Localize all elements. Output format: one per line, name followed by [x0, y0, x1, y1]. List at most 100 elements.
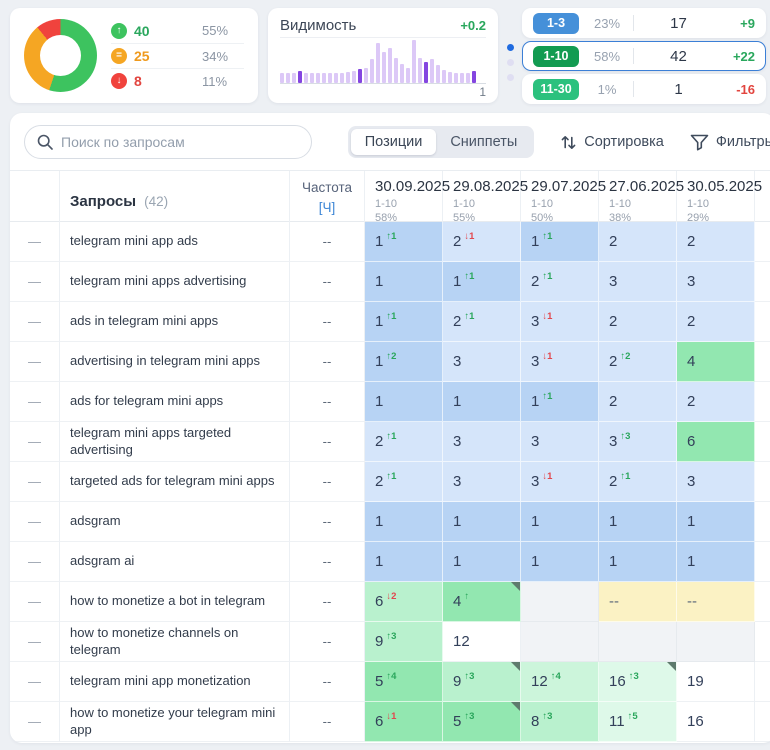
header-date-1[interactable]: 30.09.2025 1-10 58% [365, 171, 450, 231]
position-cell[interactable]: 2 ↑1 [521, 262, 599, 302]
position-cell[interactable]: 8 ↑3 [521, 702, 599, 742]
row-drag-handle[interactable]: — [10, 542, 60, 582]
query-cell[interactable]: telegram mini app monetization [60, 662, 290, 702]
position-cell[interactable]: 6 ↓1 [365, 702, 443, 742]
carousel-dot-3[interactable] [506, 74, 514, 81]
position-cell[interactable]: 12 [443, 622, 521, 662]
position-cell[interactable]: 9 ↑3 [443, 662, 521, 702]
bucket-row-1-3[interactable]: 1-3 23% 17 +9 [522, 8, 766, 38]
position-cell[interactable]: 1 [443, 542, 521, 582]
position-cell[interactable]: 6 ↓2 [365, 582, 443, 622]
bucket-row-11-30[interactable]: 11-30 1% 1 -16 [522, 74, 766, 104]
position-cell[interactable]: 1 [677, 502, 755, 542]
position-cell[interactable]: 1 [521, 542, 599, 582]
position-cell[interactable] [521, 582, 599, 622]
position-cell[interactable]: 3 ↓1 [521, 462, 599, 502]
position-cell[interactable]: 1 ↑2 [365, 342, 443, 382]
row-drag-handle[interactable]: — [10, 622, 60, 662]
position-cell[interactable]: 4 ↑ [443, 582, 521, 622]
position-cell[interactable]: 3 [443, 462, 521, 502]
position-cell[interactable]: 3 ↑3 [599, 422, 677, 462]
position-cell[interactable]: 2 ↑1 [365, 422, 443, 462]
position-cell[interactable]: 1 [677, 542, 755, 582]
position-cell[interactable]: 12 ↑4 [521, 662, 599, 702]
position-cell[interactable]: 16 [677, 702, 755, 742]
carousel-dot-1[interactable] [506, 44, 514, 51]
frequency-unit-link[interactable]: [Ч] [318, 200, 336, 216]
bucket-row-1-10[interactable]: 1-10 58% 42 +22 [522, 41, 766, 71]
header-date-4[interactable]: 27.06.2025 1-10 38% [599, 171, 684, 231]
position-cell[interactable]: 2 [677, 222, 755, 262]
position-cell[interactable]: 1 [599, 502, 677, 542]
position-cell[interactable]: 1 ↑1 [443, 262, 521, 302]
position-cell[interactable] [599, 622, 677, 662]
position-cell[interactable]: 2 ↑2 [599, 342, 677, 382]
position-cell[interactable]: -- [599, 582, 677, 622]
position-cell[interactable]: 1 [365, 382, 443, 422]
position-cell[interactable]: -- [677, 582, 755, 622]
position-cell[interactable]: 1 ↑1 [521, 382, 599, 422]
position-cell[interactable]: 6 [677, 422, 755, 462]
header-date-3[interactable]: 29.07.2025 1-10 50% [521, 171, 606, 231]
position-cell[interactable]: 11 ↑5 [599, 702, 677, 742]
tab-positions[interactable]: Позиции [350, 129, 437, 155]
query-cell[interactable]: telegram mini apps targeted advertising [60, 422, 290, 462]
row-drag-handle[interactable]: — [10, 462, 60, 502]
position-cell[interactable] [521, 622, 599, 662]
position-cell[interactable]: 4 [677, 342, 755, 382]
row-drag-handle[interactable]: — [10, 662, 60, 702]
row-drag-handle[interactable]: — [10, 302, 60, 342]
position-cell[interactable]: 1 [365, 542, 443, 582]
filter-button[interactable]: Фильтры [690, 134, 770, 151]
row-drag-handle[interactable]: — [10, 262, 60, 302]
position-cell[interactable]: 3 [599, 262, 677, 302]
position-cell[interactable]: 3 [443, 342, 521, 382]
sort-button[interactable]: Сортировка [560, 134, 664, 151]
position-cell[interactable]: 3 ↓1 [521, 302, 599, 342]
query-cell[interactable]: adsgram ai [60, 542, 290, 582]
position-cell[interactable]: 2 ↑1 [599, 462, 677, 502]
header-date-5[interactable]: 30.05.2025 1-10 29% [677, 171, 762, 231]
position-cell[interactable]: 5 ↑3 [443, 702, 521, 742]
query-cell[interactable]: how to monetize your telegram mini app [60, 702, 290, 742]
position-cell[interactable]: 9 ↑3 [365, 622, 443, 662]
row-drag-handle[interactable]: — [10, 582, 60, 622]
header-date-2[interactable]: 29.08.2025 1-10 55% [443, 171, 528, 231]
position-cell[interactable]: 2 [677, 302, 755, 342]
position-cell[interactable]: 3 [443, 422, 521, 462]
header-frequency[interactable]: Частота [Ч] [290, 171, 365, 231]
position-cell[interactable]: 1 ↑1 [365, 222, 443, 262]
carousel-dot-2[interactable] [506, 59, 514, 66]
row-drag-handle[interactable]: — [10, 342, 60, 382]
position-cell[interactable]: 2 [599, 302, 677, 342]
position-cell[interactable]: 3 [521, 422, 599, 462]
row-drag-handle[interactable]: — [10, 422, 60, 462]
position-cell[interactable] [677, 622, 755, 662]
search-input[interactable] [61, 134, 299, 150]
position-cell[interactable]: 2 ↑1 [443, 302, 521, 342]
query-cell[interactable]: telegram mini app ads [60, 222, 290, 262]
search-box[interactable] [24, 125, 312, 159]
position-cell[interactable]: 2 [677, 382, 755, 422]
row-drag-handle[interactable]: — [10, 702, 60, 742]
query-cell[interactable]: adsgram [60, 502, 290, 542]
position-cell[interactable]: 2 ↓1 [443, 222, 521, 262]
row-drag-handle[interactable]: — [10, 222, 60, 262]
position-cell[interactable]: 1 ↑1 [521, 222, 599, 262]
query-cell[interactable]: telegram mini apps advertising [60, 262, 290, 302]
query-cell[interactable]: ads in telegram mini apps [60, 302, 290, 342]
query-cell[interactable]: how to monetize channels on telegram [60, 622, 290, 662]
query-cell[interactable]: ads for telegram mini apps [60, 382, 290, 422]
position-cell[interactable]: 3 [677, 462, 755, 502]
query-cell[interactable]: targeted ads for telegram mini apps [60, 462, 290, 502]
header-queries[interactable]: Запросы (42) [60, 171, 290, 231]
tab-snippets[interactable]: Сниппеты [436, 129, 531, 155]
position-cell[interactable]: 19 [677, 662, 755, 702]
position-cell[interactable]: 2 [599, 222, 677, 262]
position-cell[interactable]: 1 [443, 502, 521, 542]
position-cell[interactable]: 1 ↑1 [365, 302, 443, 342]
position-cell[interactable]: 1 [599, 542, 677, 582]
position-cell[interactable]: 16 ↑3 [599, 662, 677, 702]
position-cell[interactable]: 5 ↑4 [365, 662, 443, 702]
query-cell[interactable]: advertising in telegram mini apps [60, 342, 290, 382]
